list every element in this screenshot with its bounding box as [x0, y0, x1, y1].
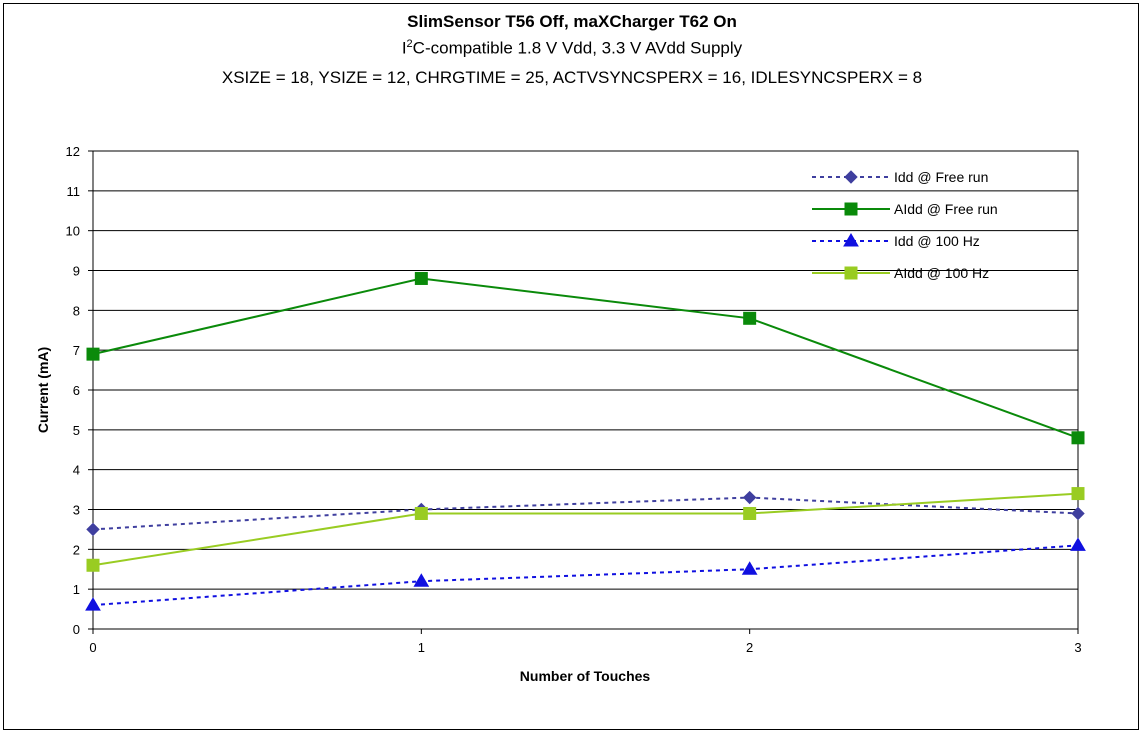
data-point — [743, 506, 757, 520]
data-point — [742, 490, 757, 505]
series-group — [85, 271, 1086, 611]
gridlines — [93, 190, 1078, 590]
legend: Idd @ Free run AIdd @ Free run Idd @ 100 H… — [812, 169, 998, 281]
data-point — [1071, 431, 1085, 445]
y-tick-label: 8 — [73, 303, 80, 318]
x-axis-label: Number of Touches — [520, 668, 651, 684]
x-tick-label: 1 — [418, 640, 425, 655]
data-point — [86, 347, 100, 361]
data-point — [1070, 537, 1086, 551]
data-point — [414, 506, 428, 520]
data-point — [743, 311, 757, 325]
legend-item: AIdd @ 100 Hz — [812, 265, 989, 281]
y-tick-label: 10 — [66, 224, 80, 239]
subtitle-rest: C-compatible 1.8 V Vdd, 3.3 V AVdd Suppl… — [412, 38, 743, 58]
x-tick-label: 0 — [89, 640, 96, 655]
y-tick-label: 9 — [73, 264, 80, 279]
y-tick-label: 5 — [73, 423, 80, 438]
data-point — [414, 271, 428, 285]
series-line — [92, 492, 1079, 567]
data-point — [86, 522, 100, 537]
legend-label: Idd @ 100 Hz — [894, 233, 980, 249]
x-tick-label: 3 — [1074, 640, 1081, 655]
y-tick-label: 11 — [67, 184, 81, 199]
y-tick-label: 6 — [73, 383, 80, 398]
data-point — [86, 558, 100, 572]
series-1 — [86, 271, 1085, 445]
data-point — [85, 597, 101, 611]
legend-label: AIdd @ 100 Hz — [894, 265, 989, 281]
y-tick-label: 2 — [73, 542, 80, 557]
data-point — [1071, 487, 1085, 501]
legend-marker — [843, 233, 859, 247]
series-line — [92, 277, 1079, 439]
y-tick-label: 1 — [73, 582, 80, 597]
chart-subtitle-2: XSIZE = 18, YSIZE = 12, CHRGTIME = 25, A… — [221, 68, 923, 87]
legend-item: Idd @ Free run — [812, 169, 988, 185]
legend-marker — [844, 266, 858, 280]
data-point — [1071, 506, 1085, 521]
series-3 — [86, 487, 1085, 572]
chart-subtitle: I2C-compatible 1.8 V Vdd, 3.3 V AVdd Sup… — [0, 38, 1144, 59]
legend-item: AIdd @ Free run — [812, 201, 998, 217]
y-tick-label: 0 — [73, 622, 80, 637]
y-tick-label: 7 — [73, 343, 80, 358]
y-tick-label: 4 — [73, 463, 80, 478]
data-point — [413, 573, 430, 587]
subtitle-superscript: 2 — [406, 38, 413, 50]
series-line — [92, 544, 1079, 607]
chart-title: SlimSensor T56 Off, maXCharger T62 On — [407, 12, 737, 31]
y-axis-label: Current (mA) — [35, 347, 51, 433]
series-2 — [85, 537, 1086, 611]
axes — [88, 150, 1079, 634]
legend-marker — [844, 202, 858, 216]
chart-frame — [3, 3, 1139, 730]
y-tick-label: 12 — [66, 144, 80, 159]
legend-item: Idd @ 100 Hz — [812, 233, 980, 249]
x-tick-label: 2 — [746, 640, 753, 655]
series-0 — [86, 490, 1085, 537]
legend-label: Idd @ Free run — [894, 169, 988, 185]
data-point — [741, 561, 758, 575]
legend-marker — [844, 170, 858, 184]
y-tick-label: 3 — [73, 503, 80, 518]
subtitle-prefix: I — [401, 38, 407, 58]
legend-label: AIdd @ Free run — [894, 201, 998, 217]
